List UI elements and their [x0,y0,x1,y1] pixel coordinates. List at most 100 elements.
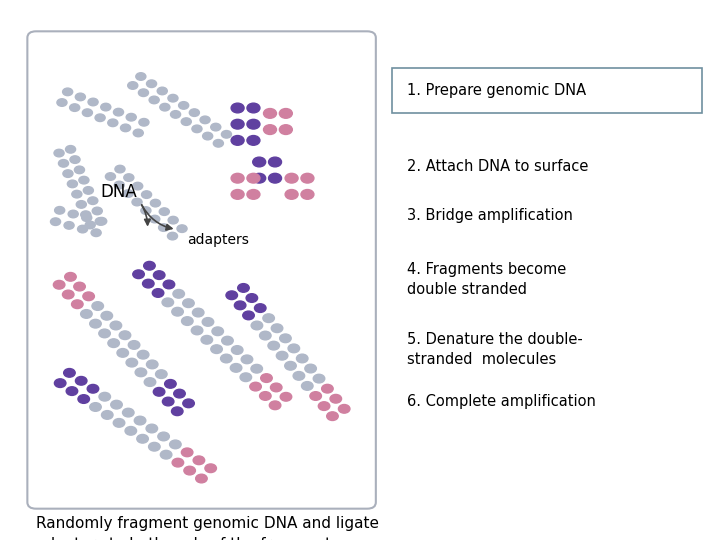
Circle shape [251,364,263,373]
Circle shape [173,289,184,298]
Circle shape [192,308,204,317]
Text: 6. Complete amplification: 6. Complete amplification [407,394,595,409]
Circle shape [200,116,210,124]
Circle shape [330,394,341,403]
Circle shape [264,125,276,134]
Circle shape [230,363,242,372]
Text: 1. Prepare genomic DNA: 1. Prepare genomic DNA [407,83,586,98]
Circle shape [285,190,298,199]
Circle shape [279,334,291,343]
Circle shape [192,125,202,133]
Circle shape [184,466,195,475]
Circle shape [247,190,260,199]
Circle shape [92,207,102,215]
Circle shape [74,166,84,174]
Circle shape [137,435,148,443]
Circle shape [231,346,243,354]
Circle shape [201,335,212,344]
Circle shape [271,324,283,333]
Circle shape [81,211,91,219]
Circle shape [142,191,152,198]
Circle shape [181,118,192,125]
Circle shape [310,392,321,400]
Circle shape [247,136,260,145]
Circle shape [238,284,249,292]
Circle shape [138,350,149,359]
Circle shape [171,111,181,118]
FancyBboxPatch shape [392,68,702,113]
Circle shape [222,336,233,345]
Circle shape [133,129,143,137]
Circle shape [68,180,78,188]
Circle shape [63,88,73,96]
Circle shape [150,215,160,223]
Circle shape [83,292,94,301]
Circle shape [202,132,212,140]
Circle shape [271,383,282,391]
Circle shape [279,109,292,118]
Circle shape [153,271,165,279]
Circle shape [117,348,128,357]
Circle shape [305,364,316,373]
Circle shape [108,119,118,126]
Circle shape [269,173,282,183]
Circle shape [102,410,113,419]
Circle shape [285,173,298,183]
Circle shape [158,432,169,441]
Circle shape [101,312,112,320]
Circle shape [141,207,151,214]
Circle shape [261,374,272,382]
Circle shape [63,368,75,377]
Circle shape [85,221,95,229]
Circle shape [132,198,142,206]
Circle shape [78,225,88,233]
Circle shape [66,146,76,153]
Circle shape [53,280,65,289]
Circle shape [269,401,281,410]
Circle shape [250,382,261,391]
Circle shape [144,261,156,270]
Circle shape [235,301,246,309]
Circle shape [70,104,80,111]
Circle shape [135,368,147,377]
Circle shape [192,326,203,335]
Circle shape [302,382,313,390]
Circle shape [284,361,296,370]
Circle shape [124,174,134,181]
Circle shape [253,157,266,167]
Circle shape [150,199,161,207]
Circle shape [95,114,105,122]
Circle shape [55,206,65,214]
Circle shape [231,190,244,199]
Circle shape [125,427,137,435]
Circle shape [268,341,279,350]
Text: 2. Attach DNA to surface: 2. Attach DNA to surface [407,159,588,174]
Circle shape [327,412,338,421]
Circle shape [168,94,178,102]
Circle shape [231,136,244,145]
Circle shape [168,232,178,240]
Circle shape [241,355,253,363]
Circle shape [161,450,172,459]
Circle shape [297,354,308,363]
Circle shape [263,314,274,322]
Circle shape [174,389,185,398]
Circle shape [90,319,102,328]
Circle shape [177,225,187,232]
Circle shape [111,400,122,409]
Circle shape [120,124,130,132]
Circle shape [50,218,60,226]
Circle shape [76,201,86,208]
Circle shape [135,416,146,425]
Circle shape [63,170,73,178]
Circle shape [293,372,305,380]
Circle shape [81,309,92,318]
Circle shape [55,379,66,388]
Circle shape [189,109,199,117]
Circle shape [123,190,133,197]
Circle shape [146,80,156,87]
Circle shape [73,282,85,291]
Circle shape [211,345,222,354]
Circle shape [149,96,159,104]
Circle shape [318,402,330,410]
